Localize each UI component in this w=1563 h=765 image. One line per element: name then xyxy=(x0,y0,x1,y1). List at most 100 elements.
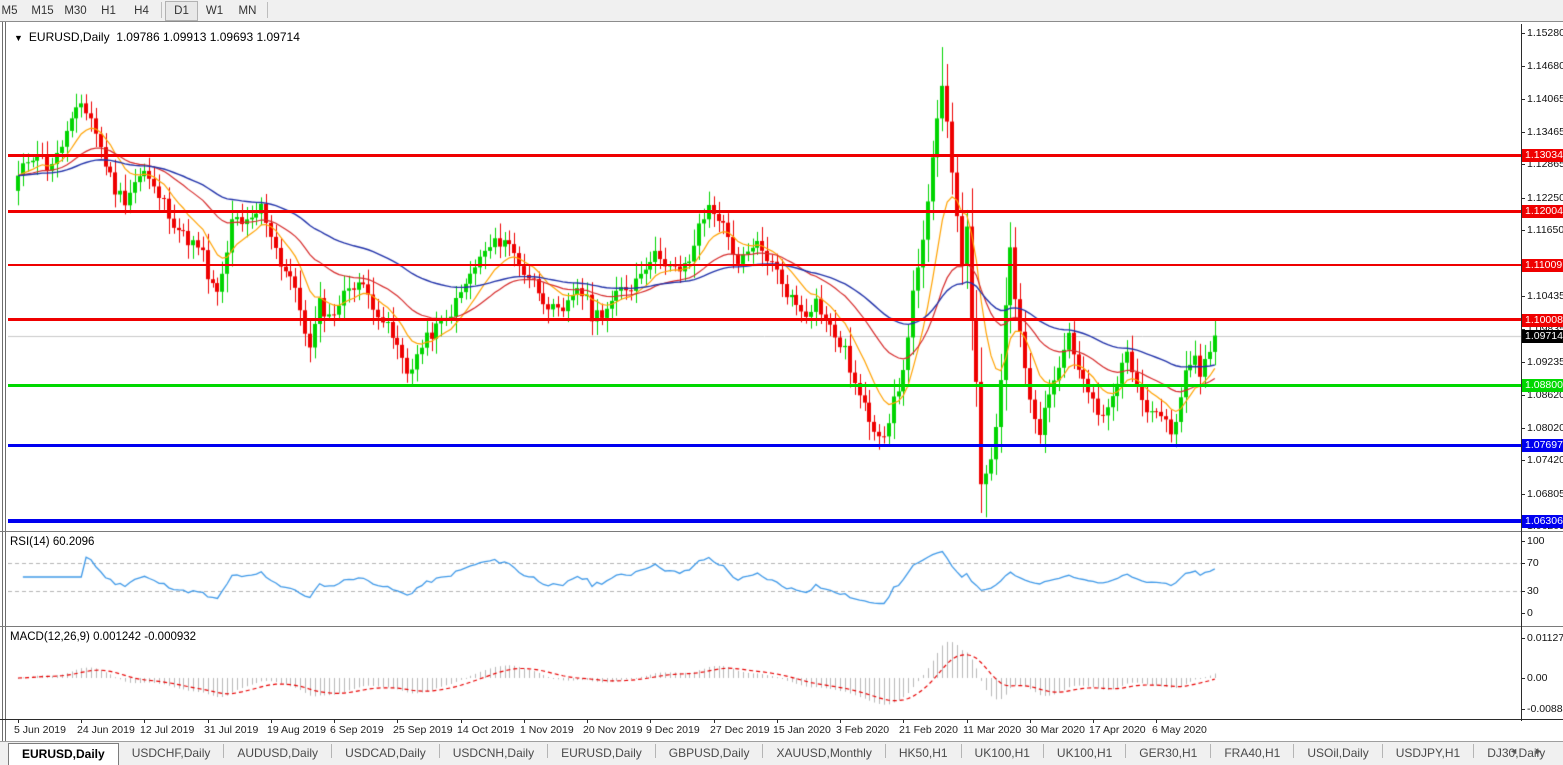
timeframe-button-d1[interactable]: D1 xyxy=(165,1,198,21)
horizontal-line-1.08800[interactable] xyxy=(8,384,1521,387)
tab-separator xyxy=(762,743,764,758)
chart-tab-usdchf-daily[interactable]: USDCHF,Daily xyxy=(131,746,211,760)
date-axis-tick xyxy=(840,720,841,723)
macd-canvas[interactable] xyxy=(8,628,1521,719)
chart-tab-usdcnh-daily[interactable]: USDCNH,Daily xyxy=(452,746,535,760)
price-chart-canvas[interactable] xyxy=(8,24,1521,531)
price-axis-tick-label: 1.13465 xyxy=(1527,126,1563,138)
chart-tab-gbpusd-daily[interactable]: GBPUSD,Daily xyxy=(668,746,750,760)
rsi-axis-tick xyxy=(1521,541,1525,542)
chart-tab-uk100-h1[interactable]: UK100,H1 xyxy=(974,746,1030,760)
timeframe-button-h1[interactable]: H1 xyxy=(101,5,116,17)
tab-separator xyxy=(1381,743,1383,758)
date-axis-label: 3 Feb 2020 xyxy=(836,724,890,736)
chart-tab-dj30-daily[interactable]: DJ30,Daily xyxy=(1487,746,1546,760)
tab-separator xyxy=(1125,743,1127,758)
tab-separator xyxy=(1473,743,1475,758)
date-axis-tick xyxy=(397,720,398,723)
date-axis-label: 24 Jun 2019 xyxy=(77,724,135,736)
price-axis-tick-label: 1.11650 xyxy=(1527,224,1563,236)
rsi-axis-tick xyxy=(1521,563,1525,564)
timeframe-button-mn[interactable]: MN xyxy=(238,5,257,17)
horizontal-line-1.13034[interactable] xyxy=(8,154,1521,157)
price-axis-tick-label: 1.12250 xyxy=(1527,192,1563,204)
date-axis-tick xyxy=(144,720,145,723)
timeframe-button-m30[interactable]: M30 xyxy=(64,5,87,17)
date-axis-tick xyxy=(334,720,335,723)
chart-tab-uk100-h1[interactable]: UK100,H1 xyxy=(1056,746,1113,760)
date-axis-label: 14 Oct 2019 xyxy=(457,724,515,736)
price-axis-tick-label: 1.07420 xyxy=(1527,454,1563,466)
ohlc-low: 1.09693 xyxy=(209,30,254,44)
chart-tab-eurusd-daily[interactable]: EURUSD,Daily xyxy=(8,743,119,765)
price-level-label: 1.08800 xyxy=(1522,379,1563,392)
rsi-label: RSI(14) 60.2096 xyxy=(10,536,95,548)
tab-scroll-arrows: ◄ ► xyxy=(1501,746,1551,756)
panel-separator[interactable] xyxy=(0,626,1563,627)
price-axis-tick xyxy=(1521,494,1525,495)
price-axis-tick xyxy=(1521,395,1525,396)
chart-symbol-period: EURUSD,Daily xyxy=(28,30,110,44)
date-axis-tick xyxy=(18,720,19,723)
price-axis-tick-label: 1.06805 xyxy=(1527,488,1563,500)
chart-tab-usoil-daily[interactable]: USOil,Daily xyxy=(1307,746,1369,760)
date-axis-label: 27 Dec 2019 xyxy=(710,724,770,736)
horizontal-line-1.10008[interactable] xyxy=(8,318,1521,321)
chart-tab-eurusd-daily[interactable]: EURUSD,Daily xyxy=(561,746,642,760)
tab-separator xyxy=(884,743,886,758)
tab-separator xyxy=(1210,743,1212,758)
date-axis-label: 1 Nov 2019 xyxy=(520,724,574,736)
date-axis-tick xyxy=(967,720,968,723)
price-level-label: 1.13034 xyxy=(1522,149,1563,162)
chart-tab-hk50-h1[interactable]: HK50,H1 xyxy=(898,746,948,760)
timeframe-button-m15[interactable]: M15 xyxy=(31,5,54,17)
price-axis-tick xyxy=(1521,296,1525,297)
tab-separator xyxy=(331,743,333,758)
tab-scroll-left-icon[interactable]: ◄ xyxy=(1509,746,1519,756)
date-axis-tick xyxy=(903,720,904,723)
ohlc-high: 1.09913 xyxy=(163,30,207,44)
price-axis-tick xyxy=(1521,230,1525,231)
date-axis-label: 20 Nov 2019 xyxy=(583,724,643,736)
macd-axis-tick-label: 0.00 xyxy=(1527,672,1548,684)
chart-tab-audusd-daily[interactable]: AUDUSD,Daily xyxy=(237,746,319,760)
chart-tab-usdcad-daily[interactable]: USDCAD,Daily xyxy=(345,746,426,760)
horizontal-line-1.07697[interactable] xyxy=(8,444,1521,447)
chart-tab-bar: ◄ ► EURUSD,Daily USDCHF,Daily AUDUSD,Daily U… xyxy=(0,741,1563,765)
tab-separator xyxy=(438,743,440,758)
tab-scroll-right-icon[interactable]: ► xyxy=(1534,746,1543,756)
chart-tab-fra40-h1[interactable]: FRA40,H1 xyxy=(1224,746,1281,760)
chart-tab-xauusd-monthly[interactable]: XAUUSD,Monthly xyxy=(776,746,872,760)
horizontal-line-1.12004[interactable] xyxy=(8,210,1521,213)
price-axis-tick xyxy=(1521,132,1525,133)
chart-dropdown-icon[interactable]: ▼ xyxy=(14,33,23,43)
window-frame-line xyxy=(5,22,6,741)
date-axis-line xyxy=(0,719,1563,720)
tab-separator xyxy=(960,743,962,758)
rsi-canvas[interactable] xyxy=(8,534,1521,625)
tab-separator xyxy=(547,743,549,758)
price-axis-tick-label: 1.10435 xyxy=(1527,290,1563,302)
tab-separator xyxy=(1042,743,1044,758)
timeframe-button-h4[interactable]: H4 xyxy=(134,5,149,17)
macd-axis-tick xyxy=(1521,709,1525,710)
date-axis-label: 6 Sep 2019 xyxy=(330,724,384,736)
panel-separator[interactable] xyxy=(0,531,1563,532)
macd-axis-tick xyxy=(1521,638,1525,639)
price-axis-tick-label: 1.08620 xyxy=(1527,389,1563,401)
horizontal-line-1.06306[interactable] xyxy=(8,519,1521,523)
chart-tab-usdjpy-h1[interactable]: USDJPY,H1 xyxy=(1395,746,1461,760)
chart-tab-ger30-h1[interactable]: GER30,H1 xyxy=(1139,746,1198,760)
macd-axis-tick xyxy=(1521,678,1525,679)
date-axis-tick xyxy=(81,720,82,723)
rsi-axis-tick xyxy=(1521,613,1525,614)
ohlc-open: 1.09786 xyxy=(116,30,160,44)
timeframe-button-w1[interactable]: W1 xyxy=(205,5,224,17)
horizontal-line-1.11009[interactable] xyxy=(8,264,1521,266)
price-level-label: 1.06306 xyxy=(1522,515,1563,528)
macd-label: MACD(12,26,9) 0.001242 -0.000932 xyxy=(10,631,197,643)
timeframe-button-m5[interactable]: M5 xyxy=(1,5,18,17)
date-axis-label: 25 Sep 2019 xyxy=(393,724,453,736)
rsi-axis-tick xyxy=(1521,591,1525,592)
date-axis-label: 5 Jun 2019 xyxy=(14,724,66,736)
